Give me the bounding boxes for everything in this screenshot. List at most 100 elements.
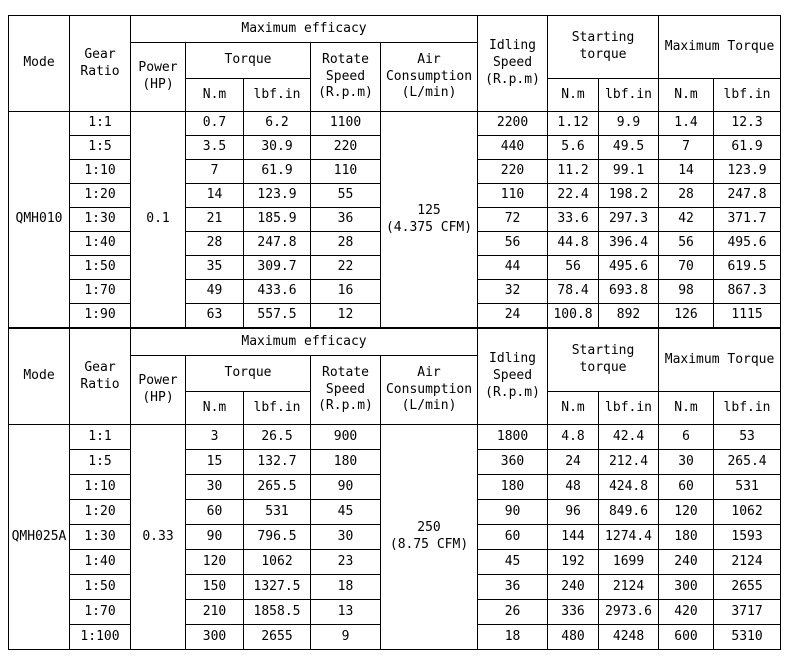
- header-gear-ratio: Gear Ratio: [69, 328, 131, 425]
- torque-lbf-in-cell: 26.5: [243, 424, 311, 450]
- maximum-torque-lbf-in-cell: 1062: [713, 499, 782, 525]
- maximum-torque-lbf-in-cell: 12.3: [713, 111, 782, 136]
- header-torque-nm: N.m: [185, 78, 244, 112]
- starting-torque-lbf-in-cell: 1699: [598, 549, 660, 575]
- starting-torque-lbf-in-cell: 849.6: [598, 499, 660, 525]
- table-row: QMH010 1:1 0.1 0.7 6.2 1100 125 (4.375 CFM) 220…: [8, 111, 782, 328]
- idling-speed-cell: 18: [477, 624, 549, 650]
- rotate-speed-cell: 1100: [310, 111, 381, 136]
- gear-ratio-cell: 1:10: [69, 474, 131, 500]
- header-idling-speed: Idling Speed (R.p.m): [477, 328, 549, 425]
- table-row: 1:90 63 557.5 12 24 100.8 892 126 1115: [9, 303, 782, 328]
- table-row: 1:10 7 61.9 110 220 11.2 99.1 14 123.9: [9, 159, 782, 184]
- idling-speed-cell: 360: [477, 449, 549, 475]
- starting-torque-lbf-in-cell: 495.6: [598, 255, 660, 280]
- maximum-torque-lbf-in-cell: 867.3: [713, 279, 782, 304]
- torque-nm-cell: 90: [185, 524, 244, 550]
- starting-torque-nm-cell: 100.8: [547, 303, 600, 328]
- header-maximum-torque-nm: N.m: [658, 391, 715, 425]
- maximum-torque-nm-cell: 300: [658, 574, 715, 600]
- header-maximum-torque-lbf-in: lbf.in: [713, 78, 782, 112]
- header-starting-torque-nm: N.m: [547, 78, 600, 112]
- starting-torque-lbf-in-cell: 2973.6: [598, 599, 660, 625]
- starting-torque-nm-cell: 240: [547, 574, 600, 600]
- maximum-torque-lbf-in-cell: 5310: [713, 624, 782, 650]
- rotate-speed-cell: 18: [310, 574, 381, 600]
- spec-table-qmh010: Mode Gear Ratio Maximum efficacy Idling …: [8, 15, 782, 328]
- maximum-torque-nm-cell: 600: [658, 624, 715, 650]
- header-torque-lbf-in: lbf.in: [243, 78, 311, 112]
- starting-torque-lbf-in-cell: 42.4: [598, 424, 660, 450]
- torque-lbf-in-cell: 61.9: [243, 159, 311, 184]
- gear-ratio-cell: 1:40: [69, 231, 131, 256]
- header-maximum-torque-lbf-in: lbf.in: [713, 391, 782, 425]
- table-row: 1:20 14 123.9 55 110 22.4 198.2 28 247.8: [9, 183, 782, 208]
- header-torque-lbf-in: lbf.in: [243, 391, 311, 425]
- table-row: 1:30 90 796.5 30 60 144 1274.4 180 1593: [9, 524, 782, 550]
- starting-torque-lbf-in-cell: 49.5: [598, 135, 660, 160]
- maximum-torque-nm-cell: 14: [658, 159, 715, 184]
- starting-torque-nm-cell: 192: [547, 549, 600, 575]
- table-row: 1:70 49 433.6 16 32 78.4 693.8 98 867.3: [9, 279, 782, 304]
- gear-ratio-cell: 1:5: [69, 135, 131, 160]
- torque-nm-cell: 21: [185, 207, 244, 232]
- torque-lbf-in-cell: 185.9: [243, 207, 311, 232]
- torque-nm-cell: 15: [185, 449, 244, 475]
- rotate-speed-cell: 36: [310, 207, 381, 232]
- starting-torque-lbf-in-cell: 2124: [598, 574, 660, 600]
- maximum-torque-nm-cell: 98: [658, 279, 715, 304]
- header-row-3: N.m lbf.in N.m lbf.in N.m lbf.in: [9, 391, 782, 425]
- table-header: Mode Gear Ratio Maximum efficacy Idling …: [8, 328, 782, 425]
- starting-torque-lbf-in-cell: 99.1: [598, 159, 660, 184]
- torque-nm-cell: 30: [185, 474, 244, 500]
- torque-lbf-in-cell: 247.8: [243, 231, 311, 256]
- idling-speed-cell: 180: [477, 474, 549, 500]
- mode-cell: QMH025A: [8, 424, 70, 650]
- gear-ratio-cell: 1:40: [69, 549, 131, 575]
- gear-ratio-cell: 1:20: [69, 499, 131, 525]
- rotate-speed-cell: 23: [310, 549, 381, 575]
- torque-lbf-in-cell: 30.9: [243, 135, 311, 160]
- torque-nm-cell: 28: [185, 231, 244, 256]
- maximum-torque-nm-cell: 28: [658, 183, 715, 208]
- starting-torque-nm-cell: 144: [547, 524, 600, 550]
- maximum-torque-nm-cell: 42: [658, 207, 715, 232]
- header-maximum-torque: Maximum Torque: [658, 328, 782, 392]
- idling-speed-cell: 90: [477, 499, 549, 525]
- starting-torque-lbf-in-cell: 9.9: [598, 111, 660, 136]
- starting-torque-nm-cell: 5.6: [547, 135, 600, 160]
- rotate-speed-cell: 45: [310, 499, 381, 525]
- maximum-torque-lbf-in-cell: 1593: [713, 524, 782, 550]
- header-row-2: Power (HP) Torque Rotate Speed (R.p.m) A…: [9, 42, 781, 112]
- maximum-torque-nm-cell: 126: [658, 303, 715, 328]
- table-row: 1:30 21 185.9 36 72 33.6 297.3 42 371.7: [9, 207, 782, 232]
- maximum-torque-nm-cell: 56: [658, 231, 715, 256]
- header-starting-torque: Starting torque: [547, 328, 660, 392]
- maximum-torque-lbf-in-cell: 61.9: [713, 135, 782, 160]
- header-gear-ratio: Gear Ratio: [69, 15, 131, 112]
- rotate-speed-cell: 110: [310, 159, 381, 184]
- starting-torque-nm-cell: 24: [547, 449, 600, 475]
- torque-nm-cell: 7: [185, 159, 244, 184]
- table-row: 1:100 300 2655 9 18 480 4248 600 5310: [9, 624, 782, 650]
- torque-lbf-in-cell: 1858.5: [243, 599, 311, 625]
- header-starting-torque-nm: N.m: [547, 391, 600, 425]
- idling-speed-cell: 36: [477, 574, 549, 600]
- idling-speed-cell: 44: [477, 255, 549, 280]
- gear-ratio-cell: 1:90: [69, 303, 131, 328]
- torque-nm-cell: 0.7: [185, 111, 244, 136]
- rotate-speed-cell: 30: [310, 524, 381, 550]
- maximum-torque-lbf-in-cell: 2655: [713, 574, 782, 600]
- maximum-torque-nm-cell: 6: [658, 424, 715, 450]
- torque-lbf-in-cell: 6.2: [243, 111, 311, 136]
- maximum-torque-lbf-in-cell: 371.7: [713, 207, 782, 232]
- torque-nm-cell: 35: [185, 255, 244, 280]
- air-consumption-cell: 125 (4.375 CFM): [379, 111, 479, 328]
- torque-lbf-in-cell: 309.7: [243, 255, 311, 280]
- header-row-1: Mode Gear Ratio Maximum efficacy Idling …: [8, 15, 782, 112]
- torque-lbf-in-cell: 123.9: [243, 183, 311, 208]
- maximum-torque-nm-cell: 30: [658, 449, 715, 475]
- torque-nm-cell: 150: [185, 574, 244, 600]
- rotate-speed-cell: 220: [310, 135, 381, 160]
